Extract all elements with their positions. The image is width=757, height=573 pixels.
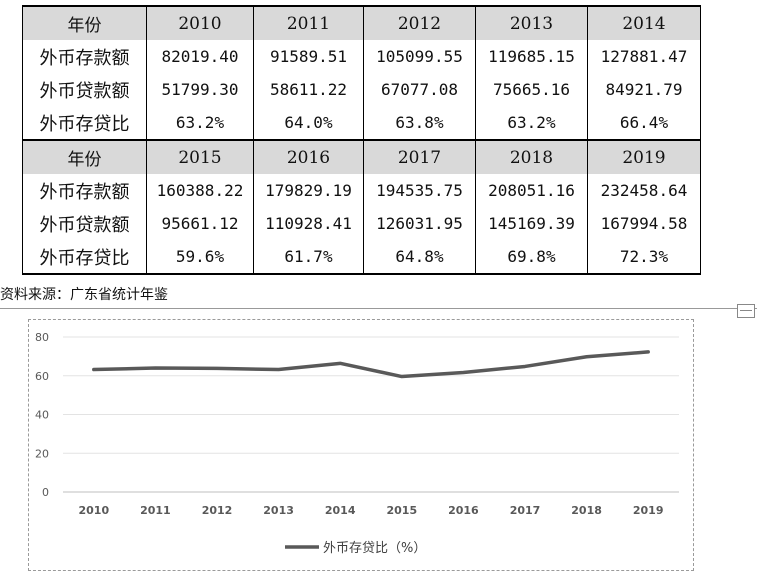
- table-row: 外币存贷比 63.2% 64.0% 63.8% 63.2% 66.4%: [22, 106, 701, 141]
- data-point: [339, 362, 341, 364]
- value-cell: 63.2%: [146, 106, 254, 141]
- header-cell-year: 2014: [587, 5, 701, 40]
- value-cell: 67077.08: [363, 73, 476, 106]
- header-cell-year-label: 年份: [22, 5, 147, 40]
- value-cell: 84921.79: [587, 73, 701, 106]
- line-chart[interactable]: 0 20 40 60 80 2010 2011 2012 2013 2014 2015 2016 201…: [28, 319, 694, 571]
- header-cell-year: 2018: [475, 139, 588, 174]
- y-tick-label: 0: [42, 486, 49, 499]
- table-header-row: 年份 2015 2016 2017 2018 2019: [22, 139, 701, 174]
- x-tick-label: 2019: [633, 504, 664, 517]
- table-row: 外币存贷比 59.6% 61.7% 64.8% 69.8% 72.3%: [22, 240, 701, 275]
- table-row: 外币贷款额 95661.12 110928.41 126031.95 145169.39…: [22, 207, 701, 240]
- header-cell-year: 2015: [146, 139, 254, 174]
- x-tick-label: 2013: [263, 504, 294, 517]
- value-cell: 91589.51: [253, 40, 364, 73]
- row-label-cell: 外币贷款额: [22, 207, 147, 240]
- header-cell-year: 2017: [363, 139, 476, 174]
- data-point: [278, 369, 280, 371]
- value-cell: 167994.58: [587, 207, 701, 240]
- value-cell: 105099.55: [363, 40, 476, 73]
- row-label-cell: 外币贷款额: [22, 73, 147, 106]
- header-cell-year: 2016: [253, 139, 364, 174]
- value-cell: 127881.47: [587, 40, 701, 73]
- value-cell: 66.4%: [587, 106, 701, 141]
- value-cell: 63.8%: [363, 106, 476, 141]
- data-point: [462, 371, 464, 373]
- y-tick-label: 60: [35, 370, 49, 383]
- row-label-cell: 外币存贷比: [22, 106, 147, 141]
- data-point: [154, 367, 156, 369]
- chart-svg: 0 20 40 60 80 2010 2011 2012 2013 2014 2015 2016 201…: [35, 331, 679, 556]
- header-cell-year: 2013: [475, 5, 588, 40]
- value-cell: 64.0%: [253, 106, 364, 141]
- value-cell: 208051.16: [475, 174, 588, 207]
- x-tick-label: 2018: [571, 504, 602, 517]
- table-header-row: 年份 2010 2011 2012 2013 2014: [22, 5, 701, 40]
- x-tick-label: 2017: [510, 504, 541, 517]
- value-cell: 63.2%: [475, 106, 588, 141]
- x-tick-label: 2010: [78, 504, 109, 517]
- value-cell: 126031.95: [363, 207, 476, 240]
- data-point: [647, 351, 649, 353]
- data-table: 年份 2010 2011 2012 2013 2014 外币存款额 82019.40 91589…: [22, 5, 701, 275]
- data-point: [524, 365, 526, 367]
- value-cell: 95661.12: [146, 207, 254, 240]
- header-cell-year: 2019: [587, 139, 701, 174]
- data-point: [401, 376, 403, 378]
- value-cell: 61.7%: [253, 240, 364, 275]
- value-cell: 58611.22: [253, 73, 364, 106]
- value-cell: 75665.16: [475, 73, 588, 106]
- value-cell: 64.8%: [363, 240, 476, 275]
- y-tick-label: 80: [35, 331, 49, 344]
- row-label-cell: 外币存贷比: [22, 240, 147, 275]
- data-point: [216, 367, 218, 369]
- header-cell-year-label: 年份: [22, 139, 147, 174]
- x-tick-label: 2016: [448, 504, 479, 517]
- value-cell: 232458.64: [587, 174, 701, 207]
- header-cell-year: 2012: [363, 5, 476, 40]
- value-cell: 110928.41: [253, 207, 364, 240]
- value-cell: 179829.19: [253, 174, 364, 207]
- value-cell: 119685.15: [475, 40, 588, 73]
- layout-options-icon[interactable]: [737, 304, 755, 318]
- x-tick-label: 2012: [202, 504, 233, 517]
- data-point: [586, 356, 588, 358]
- divider-line: [0, 308, 757, 309]
- table-row: 外币存款额 160388.22 179829.19 194535.75 208051.1…: [22, 174, 701, 207]
- data-point: [93, 369, 95, 371]
- value-cell: 69.8%: [475, 240, 588, 275]
- value-cell: 72.3%: [587, 240, 701, 275]
- value-cell: 160388.22: [146, 174, 254, 207]
- table-row: 外币存款额 82019.40 91589.51 105099.55 119685.15 1…: [22, 40, 701, 73]
- value-cell: 51799.30: [146, 73, 254, 106]
- value-cell: 145169.39: [475, 207, 588, 240]
- x-tick-label: 2014: [325, 504, 356, 517]
- header-cell-year: 2011: [253, 5, 364, 40]
- value-cell: 59.6%: [146, 240, 254, 275]
- value-cell: 82019.40: [146, 40, 254, 73]
- legend-label: 外币存贷比（%）: [323, 541, 426, 556]
- y-tick-label: 40: [35, 409, 49, 422]
- x-tick-label: 2011: [140, 504, 171, 517]
- x-tick-label: 2015: [386, 504, 417, 517]
- table-row: 外币贷款额 51799.30 58611.22 67077.08 75665.16 849…: [22, 73, 701, 106]
- header-cell-year: 2010: [146, 5, 254, 40]
- y-tick-label: 20: [35, 447, 49, 460]
- source-note: 资料来源：广东省统计年鉴: [0, 287, 168, 303]
- row-label-cell: 外币存款额: [22, 174, 147, 207]
- series-line: [92, 350, 650, 379]
- row-label-cell: 外币存款额: [22, 40, 147, 73]
- value-cell: 194535.75: [363, 174, 476, 207]
